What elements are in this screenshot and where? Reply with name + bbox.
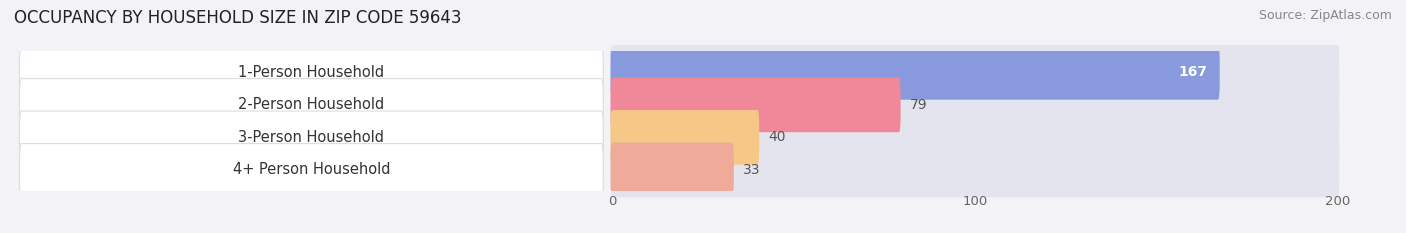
Text: 40: 40 [768, 130, 786, 144]
Text: Source: ZipAtlas.com: Source: ZipAtlas.com [1258, 9, 1392, 22]
FancyBboxPatch shape [20, 144, 603, 196]
FancyBboxPatch shape [610, 78, 901, 132]
FancyBboxPatch shape [610, 110, 1340, 165]
FancyBboxPatch shape [20, 79, 603, 131]
FancyBboxPatch shape [610, 143, 734, 197]
Text: 4+ Person Household: 4+ Person Household [232, 162, 389, 177]
FancyBboxPatch shape [610, 45, 1219, 100]
Text: 79: 79 [910, 98, 928, 112]
FancyBboxPatch shape [610, 143, 1340, 197]
FancyBboxPatch shape [20, 111, 603, 164]
Text: OCCUPANCY BY HOUSEHOLD SIZE IN ZIP CODE 59643: OCCUPANCY BY HOUSEHOLD SIZE IN ZIP CODE … [14, 9, 461, 27]
Text: 167: 167 [1178, 65, 1206, 79]
Text: 33: 33 [742, 163, 761, 177]
FancyBboxPatch shape [610, 45, 1340, 100]
Text: 2-Person Household: 2-Person Household [238, 97, 384, 112]
FancyBboxPatch shape [20, 46, 603, 99]
FancyBboxPatch shape [610, 78, 1340, 132]
FancyBboxPatch shape [610, 110, 759, 165]
Text: 1-Person Household: 1-Person Household [239, 65, 384, 80]
Text: 3-Person Household: 3-Person Household [239, 130, 384, 145]
